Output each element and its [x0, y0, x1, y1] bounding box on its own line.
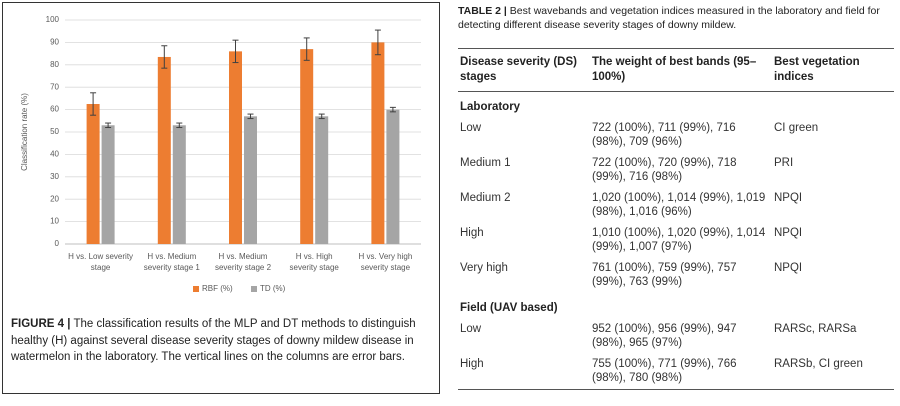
table-row: High 1,010 (100%), 1,020 (99%), 1,014 (99…: [458, 223, 894, 258]
table-cell: 952 (100%), 956 (99%), 947 (98%), 965 (9…: [592, 323, 737, 349]
table-cell: NPQI: [774, 262, 803, 274]
legend-swatch: [193, 286, 199, 292]
table-label: TABLE 2 |: [458, 5, 507, 17]
bar: [157, 56, 171, 245]
table-cell: Low: [460, 122, 482, 134]
table-cell: Low: [460, 323, 482, 335]
header-row: Disease severity (DS) stages The weight o…: [458, 48, 894, 92]
bar: [371, 42, 385, 245]
table-row: Medium 2 1,020 (100%), 1,014 (99%), 1,019…: [458, 188, 894, 223]
bar: [229, 51, 242, 244]
column-header: Best vegetation indices: [772, 48, 894, 92]
table-block: TABLE 2 | Best wavebands and vegetation …: [458, 4, 894, 390]
y-tick-label: 80: [50, 60, 59, 69]
y-tick-label: 90: [50, 38, 59, 47]
caption-text: The classification results of the MLP an…: [11, 318, 416, 363]
y-tick-label: 60: [50, 105, 59, 114]
error-bar: [105, 122, 112, 129]
table-cell: Very high: [460, 262, 508, 274]
error-bar: [247, 113, 254, 120]
table-cell: 722 (100%), 711 (99%), 716 (98%), 709 (9…: [592, 122, 736, 148]
section-row: Laboratory: [458, 92, 894, 119]
table-title: TABLE 2 | Best wavebands and vegetation …: [458, 4, 894, 32]
table-cell: 761 (100%), 759 (99%), 757 (99%), 763 (9…: [592, 262, 737, 288]
bar: [101, 125, 115, 244]
x-tick-label: severity stage 1: [144, 263, 201, 272]
x-tick-label: severity stage 2: [215, 263, 272, 272]
table-cell: 755 (100%), 771 (99%), 766 (98%), 780 (9…: [592, 358, 737, 384]
table-row: Low 952 (100%), 956 (99%), 947 (98%), 965…: [458, 319, 894, 354]
section-title: Field (UAV based): [460, 302, 558, 314]
figure: 0 10 20 30 40 50 60 70 80 90 100 Classification rat…: [2, 2, 440, 394]
bar: [386, 109, 400, 244]
table-row: Medium 1 722 (100%), 720 (99%), 718 (99%)…: [458, 153, 894, 188]
error-bar: [161, 45, 168, 69]
table-row: Very high 761 (100%), 759 (99%), 757 (99%…: [458, 258, 894, 293]
table-cell: High: [460, 227, 484, 239]
table-cell: PRI: [774, 157, 794, 169]
column-header: Disease severity (DS) stages: [458, 48, 590, 92]
x-tick-label: stage: [91, 263, 111, 272]
table-cell: NPQI: [774, 227, 803, 239]
x-tick-label: severity stage: [290, 263, 340, 272]
table-cell: NPQI: [774, 192, 803, 204]
error-bar: [303, 37, 310, 61]
table-cell: High: [460, 358, 484, 370]
y-tick-label: 70: [50, 82, 59, 91]
table-cell: 1,020 (100%), 1,014 (99%), 1,019 (98%), …: [592, 192, 766, 218]
y-tick-label: 0: [55, 239, 60, 248]
bar: [244, 116, 257, 244]
table-row: Low 722 (100%), 711 (99%), 716 (98%), 709…: [458, 118, 894, 153]
legend-swatch: [251, 286, 257, 292]
y-tick-label: 40: [50, 150, 59, 159]
y-tick-label: 20: [50, 194, 59, 203]
table-cell: RARSb, CI green: [774, 358, 863, 370]
table-cell: Medium 1: [460, 157, 511, 169]
bar: [300, 49, 314, 245]
bar: [172, 125, 186, 244]
table-cell: RARSc, RARSa: [774, 323, 857, 335]
table-cell: CI green: [774, 122, 819, 134]
y-tick-label: 50: [50, 127, 59, 136]
bar: [86, 104, 100, 244]
y-tick-label: 10: [50, 217, 59, 226]
caption-label: FIGURE 4 |: [11, 318, 71, 330]
x-tick-label: H vs. Low severity: [68, 252, 133, 261]
x-tick-label: H vs. Very high: [358, 252, 412, 261]
table-cell: Medium 2: [460, 192, 511, 204]
table-row: High 755 (100%), 771 (99%), 766 (98%), 78…: [458, 354, 894, 390]
chart: 0 10 20 30 40 50 60 70 80 90 100 Classification rat…: [20, 15, 421, 293]
x-tick-label: H vs. High: [296, 252, 333, 261]
section-row: Field (UAV based): [458, 293, 894, 319]
error-bar: [318, 113, 325, 120]
section-title: Laboratory: [460, 101, 521, 113]
bar: [315, 116, 329, 244]
error-bar: [389, 106, 396, 113]
x-tick-label: H vs. Medium: [147, 252, 196, 261]
x-tick-label: H vs. Medium: [219, 252, 268, 261]
error-bar: [90, 92, 97, 116]
legend-label: RBF (%): [202, 284, 233, 293]
figure-caption: FIGURE 4 | The classification results of…: [11, 316, 431, 366]
y-tick-label: 30: [50, 172, 59, 181]
y-tick-label: 100: [46, 15, 60, 24]
table-cell: 1,010 (100%), 1,020 (99%), 1,014 (99%), …: [592, 227, 766, 253]
y-axis-label: Classification rate (%): [20, 93, 29, 171]
table-body: Laboratory Low 722 (100%), 711 (99%), 716 …: [458, 92, 894, 390]
x-tick-label: severity stage: [361, 263, 411, 272]
legend-label: TD (%): [260, 284, 286, 293]
error-bar: [232, 39, 239, 64]
table: Disease severity (DS) stages The weight o…: [458, 48, 894, 390]
column-header: The weight of best bands (95–100%): [590, 48, 772, 92]
error-bar: [176, 122, 183, 129]
table-cell: 722 (100%), 720 (99%), 718 (99%), 716 (9…: [592, 157, 737, 183]
table-title-text: Best wavebands and vegetation indices me…: [458, 5, 880, 31]
error-bar: [374, 29, 381, 56]
